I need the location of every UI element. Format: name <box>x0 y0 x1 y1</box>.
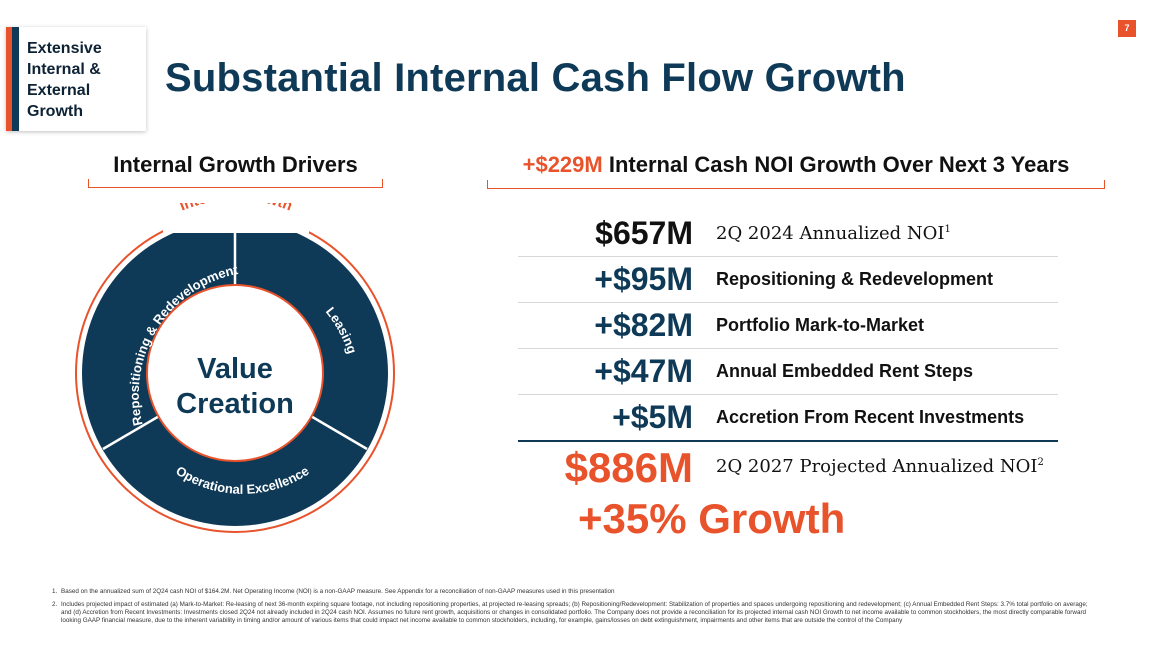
noi-row-label: Portfolio Mark-to-Market <box>716 315 925 335</box>
noi-row-label: Annual Embedded Rent Steps <box>716 361 974 381</box>
footnote-text: Includes projected impact of estimated (… <box>61 601 1088 624</box>
projected-noi-label-text: 2Q 2027 Projected Annualized NOI <box>716 456 1038 477</box>
projected-noi-amount: $886M <box>564 444 693 491</box>
growth-drivers-diagram: Internal Growth Repositioning & Redevelo… <box>75 203 395 533</box>
page-title: Substantial Internal Cash Flow Growth <box>165 56 906 100</box>
right-header-rest: Internal Cash NOI Growth Over Next 3 Yea… <box>602 152 1070 177</box>
footnote-number: 2. <box>52 601 58 608</box>
right-header-bracket <box>487 180 1105 189</box>
section-tag: Extensive Internal & External Growth <box>6 27 146 131</box>
tag-accent-bar-orange <box>6 27 12 131</box>
footnote-text: Based on the annualized sum of 2Q24 cash… <box>61 588 615 595</box>
right-section-header: +$229M Internal Cash NOI Growth Over Nex… <box>487 149 1105 189</box>
center-text-line2: Creation <box>176 388 294 420</box>
noi-row: +$5M Accretion From Recent Investments <box>518 394 1058 442</box>
noi-row-label-text: 2Q 2024 Annualized NOI <box>716 223 945 244</box>
noi-row: +$95M Repositioning & Redevelopment <box>518 256 1058 303</box>
outer-label-gap <box>163 209 309 233</box>
page-number: 7 <box>1118 20 1136 37</box>
segment-divider-left <box>102 413 162 451</box>
tag-accent-bar-navy <box>12 27 19 131</box>
center-text-line1: Value <box>197 353 273 385</box>
noi-row-label: 2Q 2024 Annualized NOI1 <box>716 223 951 244</box>
noi-row-amount: $657M <box>595 215 693 251</box>
left-header-bracket <box>88 179 383 188</box>
left-section-header: Internal Growth Drivers <box>88 149 383 188</box>
growth-callout: +35% Growth <box>578 495 846 542</box>
noi-row-amount: +$47M <box>594 353 693 389</box>
right-header-text: +$229M Internal Cash NOI Growth Over Nex… <box>487 152 1105 178</box>
noi-row: +$47M Annual Embedded Rent Steps <box>518 348 1058 395</box>
right-header-accent: +$229M <box>522 152 603 177</box>
noi-row: +$82M Portfolio Mark-to-Market <box>518 302 1058 349</box>
section-tag-text: Extensive Internal & External Growth <box>27 40 102 120</box>
footnote-1: 1. Based on the annualized sum of 2Q24 ca… <box>52 588 1092 596</box>
noi-row-amount: +$95M <box>594 261 693 297</box>
footnote-2: 2. Includes projected impact of estimated… <box>52 601 1092 625</box>
noi-row-label: Repositioning & Redevelopment <box>716 269 994 289</box>
center-circle <box>146 284 324 462</box>
noi-row-amount: +$5M <box>612 399 693 435</box>
left-header-text: Internal Growth Drivers <box>113 152 358 177</box>
projected-noi-label: 2Q 2027 Projected Annualized NOI2 <box>716 456 1044 477</box>
footnote-ref: 1 <box>944 224 951 235</box>
noi-row-amount: +$82M <box>594 307 693 343</box>
noi-row: $657M 2Q 2024 Annualized NOI1 <box>518 210 1058 257</box>
segment-divider-right <box>308 413 368 451</box>
footnote-ref: 2 <box>1037 457 1044 468</box>
noi-row-label: Accretion From Recent Investments <box>716 407 1025 427</box>
footnote-number: 1. <box>52 588 58 595</box>
